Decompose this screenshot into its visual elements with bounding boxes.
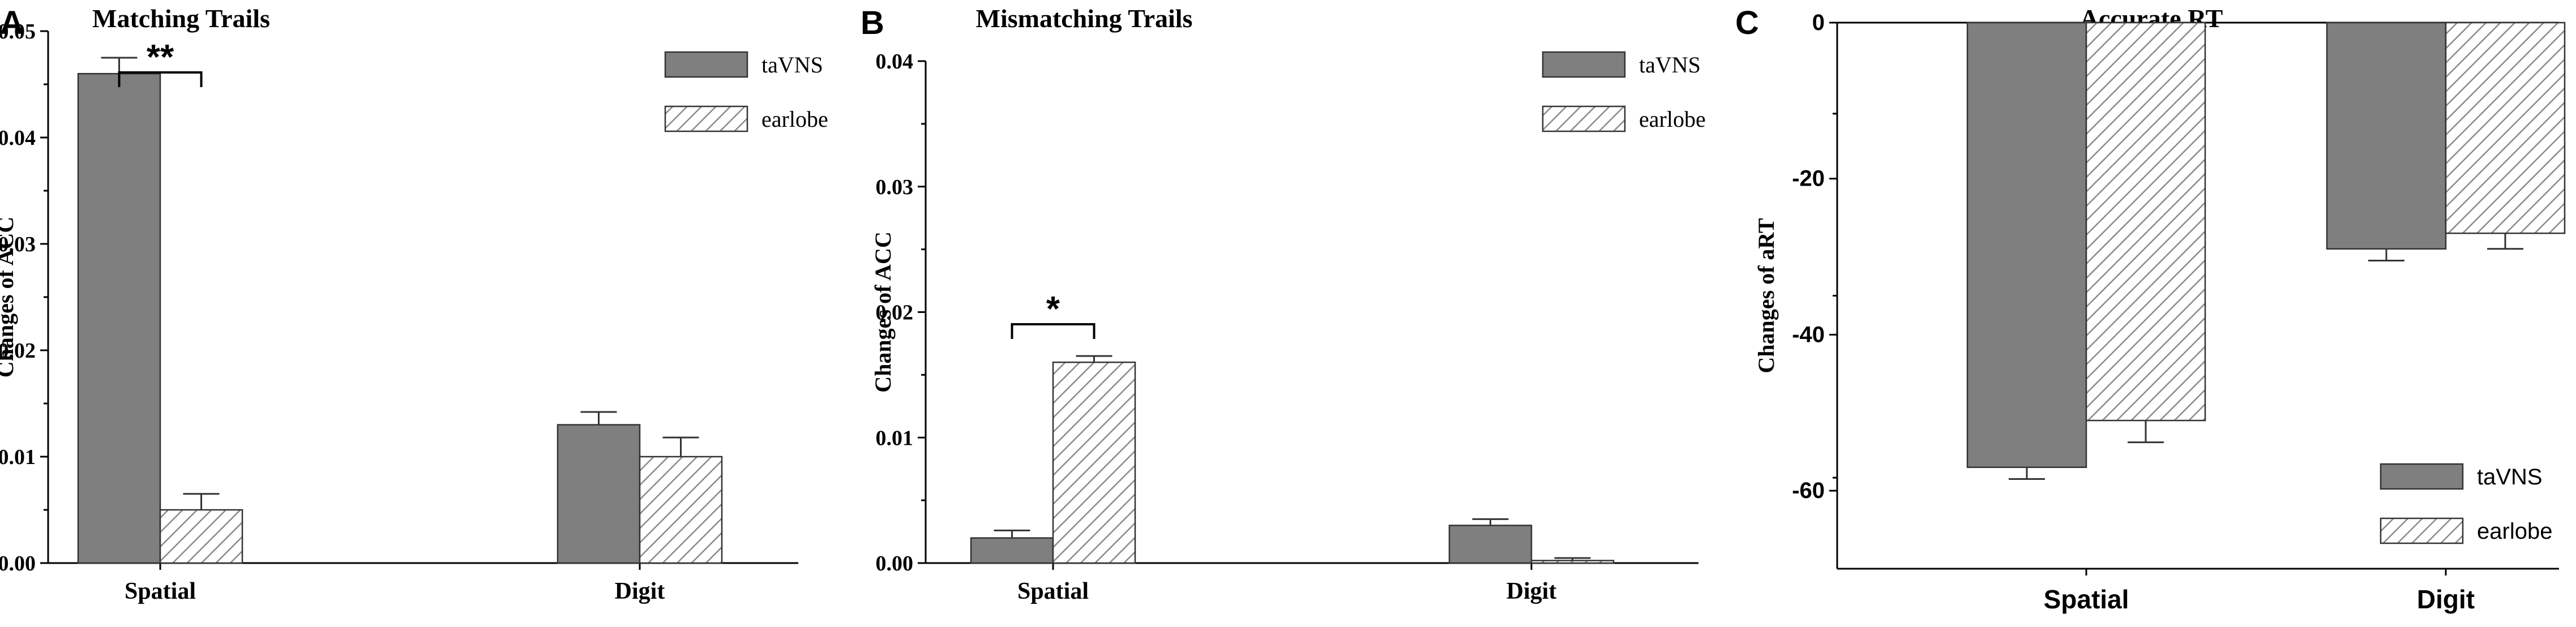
y-tick-label: -40 (1792, 322, 1825, 347)
panel-b: B Mismatching Trails Changes of ACC 0.00 0.0… (861, 4, 1706, 604)
y-tick-label: -60 (1792, 478, 1825, 503)
bar-tavns (1966, 22, 2087, 469)
y-tick-label: 0.01 (876, 426, 914, 450)
legend-swatch-tavns (1542, 51, 1626, 78)
significance-bracket (118, 71, 203, 87)
significance-label: ** (147, 38, 174, 77)
legend-label-earlobe: earlobe (761, 106, 828, 132)
y-tick-label: 0.02 (876, 301, 914, 325)
y-tick-label: 0.00 (0, 552, 36, 576)
legend-label-earlobe: earlobe (1639, 106, 1706, 132)
legend-label-tavns: taVNS (761, 52, 823, 78)
bar-tavns (77, 72, 161, 564)
bar-tavns (1448, 525, 1533, 564)
y-tick-label: 0.00 (876, 552, 914, 576)
y-tick-label: -20 (1792, 166, 1825, 191)
y-tick-label: 0.03 (0, 233, 36, 256)
bar-tavns (557, 424, 641, 564)
x-tick-label: Spatial (2044, 585, 2129, 614)
significance-bracket (1011, 323, 1096, 339)
bar-earlobe (639, 456, 723, 564)
panel-title: Matching Trails (92, 4, 270, 33)
bar-earlobe (1052, 361, 1136, 564)
legend-label-earlobe: earlobe (2477, 519, 2552, 544)
legend-swatch-earlobe (2380, 517, 2464, 544)
y-tick-label: 0.04 (0, 126, 36, 150)
y-axis-label: Changes of aRT (1753, 218, 1779, 373)
bar-earlobe (1530, 560, 1615, 564)
panel-title: Mismatching Trails (976, 4, 1193, 33)
y-tick-label: 0.04 (876, 50, 914, 74)
legend-label-tavns: taVNS (1639, 52, 1701, 78)
y-tick-label: 0.01 (0, 445, 36, 469)
legend-label-tavns: taVNS (2477, 465, 2543, 489)
bar-earlobe (2085, 22, 2206, 422)
x-tick-label: Digit (2417, 585, 2475, 614)
y-tick-label: 0.05 (0, 20, 36, 44)
bar-tavns (2326, 22, 2447, 250)
x-tick-label: Digit (615, 578, 665, 604)
y-tick-label: 0.02 (0, 339, 36, 363)
y-tick-label: 0 (1812, 10, 1825, 35)
y-tick-label: 0.03 (876, 175, 914, 199)
panel-letter: B (861, 5, 884, 41)
legend-swatch-earlobe (1542, 105, 1626, 132)
legend-swatch-tavns (664, 51, 748, 78)
x-tick-label: Spatial (125, 578, 196, 604)
panel-letter: C (1735, 5, 1759, 41)
significance-label: * (1046, 290, 1060, 329)
bar-tavns (970, 537, 1054, 564)
y-axis-label: Changes of ACC (0, 217, 18, 377)
bar-earlobe (2445, 22, 2566, 234)
panel-letter: A (0, 5, 24, 41)
bar-earlobe (159, 509, 243, 564)
legend-swatch-earlobe (664, 105, 748, 132)
x-tick-label: Spatial (1017, 578, 1089, 604)
panel-a: A Matching Trails Changes of ACC 0.00 0.01 0.… (0, 4, 828, 604)
legend-swatch-tavns (2380, 463, 2464, 490)
x-tick-label: Digit (1507, 578, 1557, 604)
y-axis-label: Changes of ACC (870, 231, 896, 392)
